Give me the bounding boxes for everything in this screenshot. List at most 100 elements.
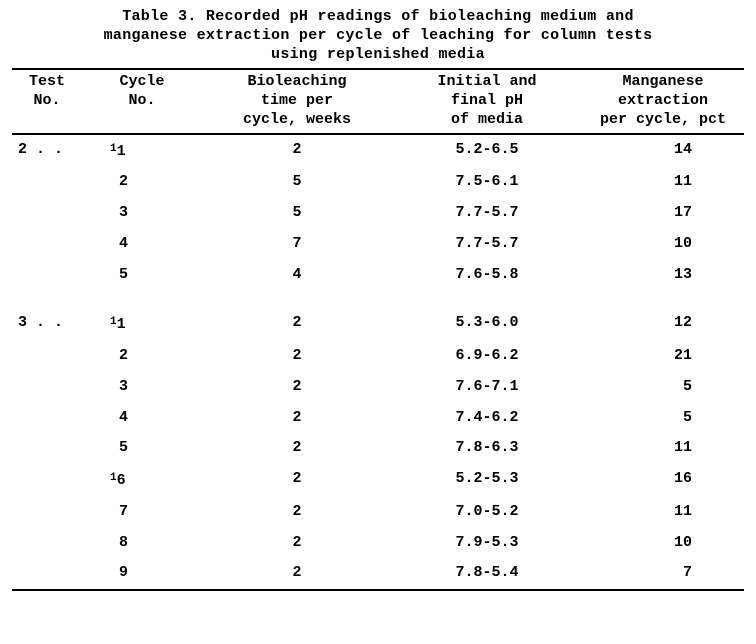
col-header-text: Cycle xyxy=(119,73,164,90)
cycle-value: 1 xyxy=(117,316,126,333)
cell-ph: 5.2-6.5 xyxy=(392,135,582,168)
cell-time: 2 xyxy=(202,528,392,559)
cell-test-no xyxy=(12,497,82,528)
cycle-value: 3 xyxy=(119,378,128,395)
cell-ph: 7.9-5.3 xyxy=(392,528,582,559)
cell-test-no xyxy=(12,167,82,198)
cell-mn: 13 xyxy=(582,260,744,291)
table-row: 7 27.0-5.211 xyxy=(12,497,744,528)
cell-ph: 7.8-5.4 xyxy=(392,558,582,589)
cell-mn: 16 xyxy=(582,464,744,497)
cell-time: 2 xyxy=(202,464,392,497)
cycle-value: 4 xyxy=(119,235,128,252)
table-row: 357.7-5.717 xyxy=(12,198,744,229)
cell-cycle-no: 3 xyxy=(82,372,202,403)
cycle-value: 1 xyxy=(117,143,126,160)
cell-cycle-no: 11 xyxy=(82,135,202,168)
cell-cycle-no: 9 xyxy=(82,558,202,589)
cell-test-no xyxy=(12,464,82,497)
cell-ph: 7.6-5.8 xyxy=(392,260,582,291)
bottom-rule xyxy=(12,589,744,591)
cell-ph: 7.8-6.3 xyxy=(392,433,582,464)
col-header-text: Manganese xyxy=(622,73,703,90)
cell-time: 5 xyxy=(202,167,392,198)
cell-time: 2 xyxy=(202,290,392,341)
table-row: 3 . .1125.3-6.012 xyxy=(12,290,744,341)
cell-ph: 7.5-6.1 xyxy=(392,167,582,198)
cell-mn: 11 xyxy=(582,433,744,464)
cell-ph: 6.9-6.2 xyxy=(392,341,582,372)
cell-test-no xyxy=(12,341,82,372)
caption-line-2: manganese extraction per cycle of leachi… xyxy=(104,27,653,44)
cell-test-no xyxy=(12,229,82,260)
cell-cycle-no: 5 xyxy=(82,433,202,464)
col-header-time: Bioleaching time per cycle, weeks xyxy=(202,70,392,132)
cell-test-no xyxy=(12,528,82,559)
footnote-marker: 1 xyxy=(110,472,117,484)
cycle-value: 5 xyxy=(119,266,128,283)
cell-mn: 5 xyxy=(582,403,744,434)
cell-test-no xyxy=(12,260,82,291)
cell-cycle-no: 5 xyxy=(82,260,202,291)
table-row: 2 . .1125.2-6.514 xyxy=(12,135,744,168)
cycle-value: 7 xyxy=(119,503,128,520)
cell-time: 7 xyxy=(202,229,392,260)
table-row: 1625.2-5.316 xyxy=(12,464,744,497)
cycle-value: 8 xyxy=(119,534,128,551)
col-header-text: final pH xyxy=(451,92,523,109)
table-row: 8 27.9-5.310 xyxy=(12,528,744,559)
table-row: 547.6-5.813 xyxy=(12,260,744,291)
cell-time: 2 xyxy=(202,497,392,528)
cell-ph: 7.4-6.2 xyxy=(392,403,582,434)
col-header-text: Test xyxy=(29,73,65,90)
cell-time: 2 xyxy=(202,403,392,434)
cell-time: 2 xyxy=(202,433,392,464)
cell-time: 2 xyxy=(202,341,392,372)
cell-ph: 7.0-5.2 xyxy=(392,497,582,528)
cell-mn: 12 xyxy=(582,290,744,341)
col-header-text: extraction xyxy=(618,92,708,109)
cell-cycle-no: 4 xyxy=(82,229,202,260)
col-header-text: No. xyxy=(33,92,60,109)
caption-line-1: Table 3. Recorded pH readings of bioleac… xyxy=(122,8,634,25)
cell-mn: 10 xyxy=(582,528,744,559)
table-row: 226.9-6.221 xyxy=(12,341,744,372)
cell-test-no: 2 . . xyxy=(12,135,82,168)
cell-ph: 5.3-6.0 xyxy=(392,290,582,341)
table-row: 5 27.8-6.311 xyxy=(12,433,744,464)
cell-test-no: 3 . . xyxy=(12,290,82,341)
cell-ph: 7.7-5.7 xyxy=(392,198,582,229)
cell-mn: 10 xyxy=(582,229,744,260)
cell-test-no xyxy=(12,403,82,434)
cell-cycle-no: 16 xyxy=(82,464,202,497)
col-header-text: No. xyxy=(128,92,155,109)
table-row: 327.6-7.15 xyxy=(12,372,744,403)
data-table-body: 2 . .1125.2-6.514 257.5-6.111 357.7-5.71… xyxy=(12,135,744,590)
cycle-value: 2 xyxy=(119,173,128,190)
cell-mn: 5 xyxy=(582,372,744,403)
cell-mn: 21 xyxy=(582,341,744,372)
cell-cycle-no: 2 xyxy=(82,167,202,198)
cycle-value: 2 xyxy=(119,347,128,364)
cell-test-no xyxy=(12,198,82,229)
cell-mn: 17 xyxy=(582,198,744,229)
cell-cycle-no: 2 xyxy=(82,341,202,372)
footnote-marker: 1 xyxy=(110,316,117,328)
cell-cycle-no: 7 xyxy=(82,497,202,528)
cycle-value: 6 xyxy=(117,472,126,489)
cycle-value: 5 xyxy=(119,439,128,456)
cell-cycle-no: 3 xyxy=(82,198,202,229)
cell-mn: 11 xyxy=(582,167,744,198)
cell-mn: 11 xyxy=(582,497,744,528)
col-header-ph: Initial and final pH of media xyxy=(392,70,582,132)
cell-ph: 7.6-7.1 xyxy=(392,372,582,403)
cell-ph: 7.7-5.7 xyxy=(392,229,582,260)
col-header-text: per cycle, pct xyxy=(600,111,726,128)
caption-line-3: using replenished media xyxy=(271,46,485,63)
cell-cycle-no: 8 xyxy=(82,528,202,559)
cycle-value: 3 xyxy=(119,204,128,221)
cell-mn: 14 xyxy=(582,135,744,168)
table-row: 4 27.4-6.25 xyxy=(12,403,744,434)
footnote-marker: 1 xyxy=(110,143,117,155)
cycle-value: 4 xyxy=(119,409,128,426)
